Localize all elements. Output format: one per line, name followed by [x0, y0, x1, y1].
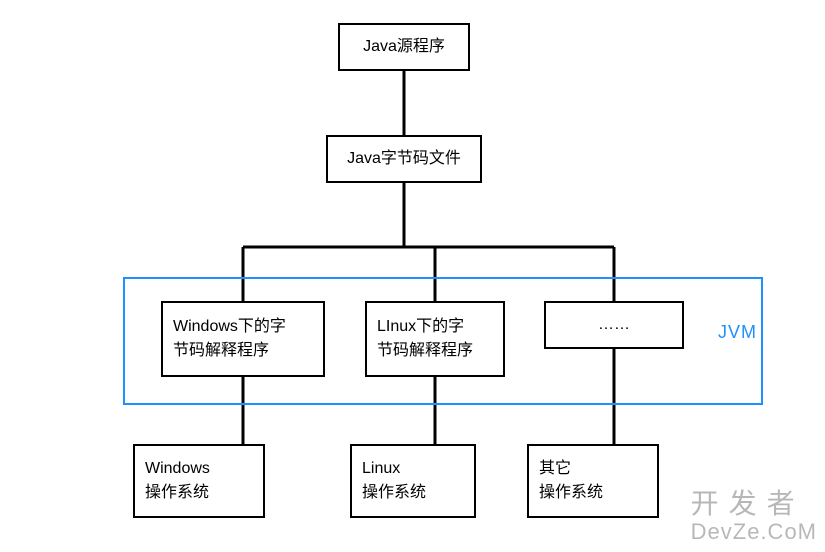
node-windows-os: Windows 操作系统	[133, 444, 265, 518]
node-label-line1: Windows	[145, 457, 210, 481]
node-label-line1: Windows下的字	[173, 315, 286, 339]
node-label-line2: 节码解释程序	[377, 339, 473, 363]
node-label: Java字节码文件	[347, 147, 461, 171]
node-label-line2: 节码解释程序	[173, 339, 269, 363]
node-java-bytecode: Java字节码文件	[326, 135, 482, 183]
node-java-source: Java源程序	[338, 23, 470, 71]
node-other-os: 其它 操作系统	[527, 444, 659, 518]
node-label-line1: 其它	[539, 457, 571, 481]
jvm-label: JVM	[718, 322, 757, 343]
node-label: Java源程序	[363, 35, 445, 59]
node-label-line2: 操作系统	[539, 481, 603, 505]
node-other-interpreter: ……	[544, 301, 684, 349]
node-linux-interpreter: LInux下的字 节码解释程序	[365, 301, 505, 377]
node-label-line1: LInux下的字	[377, 315, 464, 339]
node-label-line2: 操作系统	[145, 481, 209, 505]
node-label-line2: 操作系统	[362, 481, 426, 505]
node-windows-interpreter: Windows下的字 节码解释程序	[161, 301, 325, 377]
node-linux-os: Linux 操作系统	[350, 444, 476, 518]
node-label-line1: Linux	[362, 457, 400, 481]
node-label: ……	[598, 313, 630, 337]
